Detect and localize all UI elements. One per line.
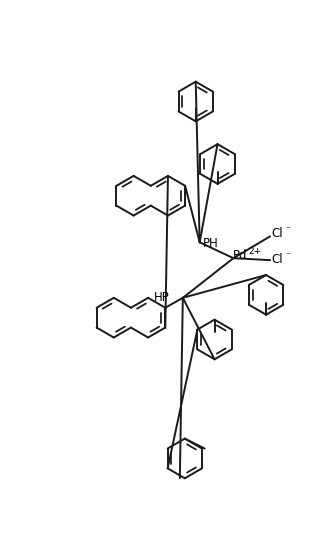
Text: PH: PH	[203, 237, 218, 250]
Text: 2+: 2+	[248, 247, 261, 256]
Text: HP: HP	[154, 291, 170, 304]
Text: Cl: Cl	[271, 252, 283, 266]
Text: ⁻: ⁻	[285, 251, 290, 261]
Text: ⁻: ⁻	[285, 225, 290, 235]
Text: Pd: Pd	[232, 249, 247, 262]
Text: Cl: Cl	[271, 227, 283, 240]
